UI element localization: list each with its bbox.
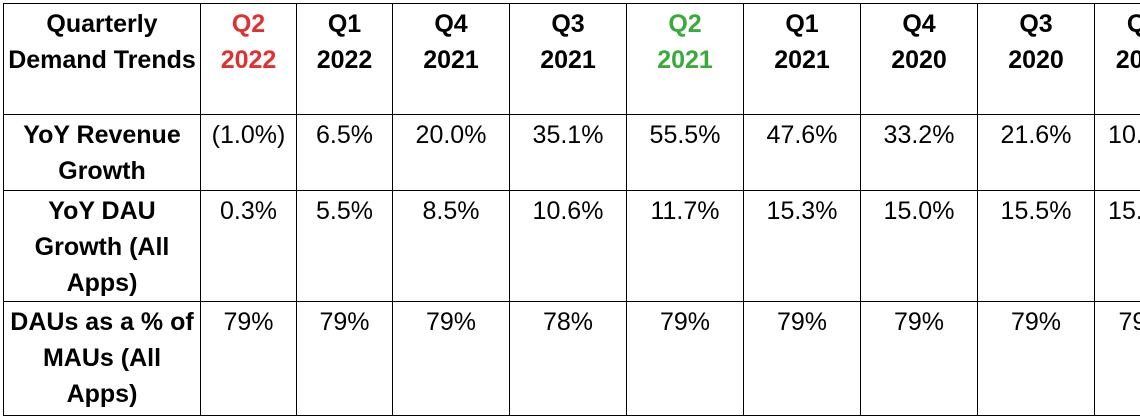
table-cell: 79% bbox=[977, 301, 1095, 416]
table-cell: 10.6% bbox=[509, 190, 627, 302]
corner-label: Quarterly Demand Trends bbox=[3, 3, 201, 115]
period-header: Q4 2020 bbox=[860, 3, 978, 115]
period-year: 2020 bbox=[1115, 46, 1140, 74]
table-cell: 78% bbox=[509, 301, 627, 416]
period-header: Q2 2022 bbox=[200, 3, 297, 115]
period-quarter: Q4 bbox=[902, 10, 936, 38]
table-cell: 0.3% bbox=[200, 190, 297, 302]
table-cell: 15.4% bbox=[1094, 190, 1140, 302]
period-header: Q3 2020 bbox=[977, 3, 1095, 115]
period-quarter: Q1 bbox=[785, 10, 819, 38]
period-year: 2022 bbox=[220, 46, 277, 74]
table-cell: 35.1% bbox=[509, 114, 627, 191]
period-quarter: Q2 bbox=[1097, 6, 1140, 42]
period-header: Q1 2021 bbox=[743, 3, 861, 115]
quarterly-demand-table: Quarterly Demand Trends Q2 2022 Q1 2022 … bbox=[3, 3, 1140, 416]
table-cell: 15.3% bbox=[743, 190, 861, 302]
table-cell: 8.5% bbox=[392, 190, 510, 302]
period-header: Q4 2021 bbox=[392, 3, 510, 115]
period-year: 2021 bbox=[774, 46, 830, 74]
table-cell: 79% bbox=[392, 301, 510, 416]
period-header: Q2 2020 bbox=[1094, 3, 1140, 115]
table-cell: 15.5% bbox=[977, 190, 1095, 302]
table-cell: 5.5% bbox=[296, 190, 393, 302]
period-quarter: Q2 bbox=[668, 10, 702, 38]
period-year: 2020 bbox=[891, 46, 947, 74]
table-cell: 11.7% bbox=[626, 190, 744, 302]
period-year: 2020 bbox=[1008, 46, 1064, 74]
period-year: 2021 bbox=[657, 46, 713, 74]
table-cell: 79% bbox=[200, 301, 297, 416]
table-cell: 47.6% bbox=[743, 114, 861, 191]
table-row: DAUs as a % of MAUs (All Apps) 79% 79% 7… bbox=[3, 301, 1140, 416]
table-cell: 79% bbox=[1094, 301, 1140, 416]
period-quarter: Q3 bbox=[551, 10, 585, 38]
period-quarter: Q4 bbox=[434, 10, 468, 38]
table-cell: (1.0%) bbox=[200, 114, 297, 191]
period-quarter: Q2 bbox=[231, 10, 266, 38]
table-cell: 15.0% bbox=[860, 190, 978, 302]
table-header-row: Quarterly Demand Trends Q2 2022 Q1 2022 … bbox=[3, 3, 1140, 115]
table-cell: 79% bbox=[860, 301, 978, 416]
row-label: DAUs as a % of MAUs (All Apps) bbox=[3, 301, 201, 416]
table-row: YoY Revenue Growth (1.0%) 6.5% 20.0% 35.… bbox=[3, 114, 1140, 191]
table-cell: 79% bbox=[626, 301, 744, 416]
period-year: 2021 bbox=[540, 46, 596, 74]
period-quarter: Q1 bbox=[327, 10, 362, 38]
table-row: YoY DAU Growth (All Apps) 0.3% 5.5% 8.5%… bbox=[3, 190, 1140, 302]
table-cell: 6.5% bbox=[296, 114, 393, 191]
period-header: Q3 2021 bbox=[509, 3, 627, 115]
table-cell: 55.5% bbox=[626, 114, 744, 191]
table-cell: 10.7% bbox=[1094, 114, 1140, 191]
table-cell: 79% bbox=[743, 301, 861, 416]
row-label: YoY Revenue Growth bbox=[3, 114, 201, 191]
table-cell: 33.2% bbox=[860, 114, 978, 191]
table-cell: 20.0% bbox=[392, 114, 510, 191]
period-header: Q1 2022 bbox=[296, 3, 393, 115]
table-cell: 21.6% bbox=[977, 114, 1095, 191]
period-quarter: Q3 bbox=[1019, 10, 1053, 38]
period-header: Q2 2021 bbox=[626, 3, 744, 115]
row-label: YoY DAU Growth (All Apps) bbox=[3, 190, 201, 302]
period-year: 2021 bbox=[423, 46, 479, 74]
period-year: 2022 bbox=[316, 46, 373, 74]
table-cell: 79% bbox=[296, 301, 393, 416]
